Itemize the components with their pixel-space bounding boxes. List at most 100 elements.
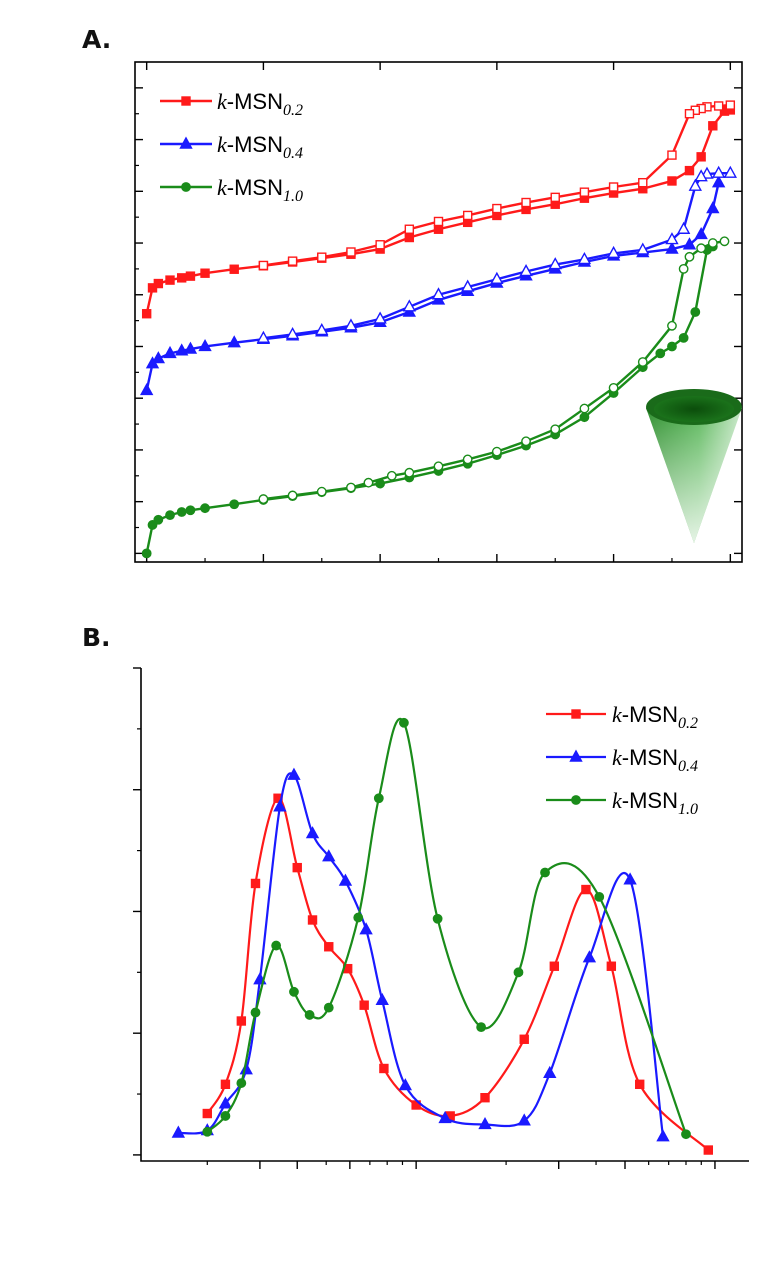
data-point <box>656 1129 670 1142</box>
data-point <box>236 1078 247 1088</box>
legend-entry-k-MSN0.4: k-MSN0.4 <box>546 745 698 775</box>
legend-entry-label-main: -MSN <box>227 89 283 114</box>
legend-entry-k-MSN0.2: k-MSN0.2 <box>546 702 698 732</box>
adsorption-point <box>165 275 175 285</box>
data-point <box>635 1079 645 1090</box>
desorption-point <box>431 287 446 300</box>
data-point <box>250 1007 261 1018</box>
legend-entry-label-sub: 0.4 <box>283 145 303 162</box>
desorption-point <box>386 470 397 481</box>
data-point <box>519 1034 529 1044</box>
adsorption-point <box>185 271 196 281</box>
series-k-MSN0.2 <box>141 100 736 319</box>
desorption-point <box>258 494 269 504</box>
desorption-point <box>287 490 298 501</box>
adsorption-point <box>711 175 726 188</box>
adsorption-point <box>165 510 175 521</box>
desorption-point <box>684 251 695 262</box>
data-point <box>398 1078 413 1091</box>
series-k-MSN1.0 <box>202 717 691 1140</box>
adsorption-point <box>708 121 718 131</box>
panel-b-chart: k-MSN0.2k-MSN0.4k-MSN1.0 <box>133 667 749 1169</box>
data-point <box>353 912 364 923</box>
distribution-curve <box>206 718 688 1135</box>
adsorption-point <box>175 343 189 356</box>
legend-marker <box>181 96 191 106</box>
adsorption-line <box>145 182 720 391</box>
adsorption-point <box>141 548 152 559</box>
desorption-point <box>256 330 271 343</box>
legend-marker <box>179 136 193 149</box>
desorption-point <box>550 424 561 435</box>
legend-entry-label-main: -MSN <box>227 132 283 157</box>
legend-entry-label-sub: 0.2 <box>678 715 698 732</box>
desorption-point <box>346 247 356 257</box>
desorption-point <box>713 101 724 111</box>
series-k-MSN0.2 <box>202 793 713 1155</box>
adsorption-point <box>690 307 701 317</box>
data-point <box>480 1093 490 1103</box>
legend-entry-label-prefix: k <box>612 702 623 727</box>
desorption-point <box>548 257 562 270</box>
desorption-point <box>519 264 533 277</box>
data-point <box>324 942 334 952</box>
data-point <box>582 950 597 963</box>
desorption-point <box>521 436 531 447</box>
desorption-point <box>375 240 385 250</box>
legend-entry-label: k-MSN1.0 <box>612 788 698 818</box>
series-k-MSN1.0 <box>141 236 730 559</box>
data-point <box>220 1079 231 1090</box>
data-point <box>323 1002 334 1013</box>
legend-entry-label: k-MSN0.4 <box>217 132 303 162</box>
adsorption-point <box>667 341 677 352</box>
desorption-point <box>346 482 356 493</box>
adsorption-point <box>678 332 689 343</box>
data-point <box>703 1145 713 1155</box>
desorption-point <box>684 109 695 119</box>
desorption-point <box>725 100 736 110</box>
desorption-point <box>636 242 650 255</box>
panel-b-label: B. <box>82 623 111 652</box>
legend-entry-label: k-MSN0.2 <box>612 702 698 732</box>
data-point <box>338 873 353 886</box>
legend-entry-label-main: -MSN <box>622 702 678 727</box>
adsorption-point <box>163 345 177 359</box>
adsorption-point <box>176 273 187 283</box>
desorption-point <box>550 192 560 203</box>
adsorption-point <box>375 478 386 489</box>
adsorption-point <box>665 241 679 254</box>
adsorption-point <box>696 152 706 162</box>
desorption-point <box>316 486 327 497</box>
data-point <box>289 986 299 997</box>
legend-entry-label: k-MSN1.0 <box>217 175 303 205</box>
data-point <box>271 940 282 951</box>
desorption-point <box>608 382 619 393</box>
legend-entry-label-sub: 1.0 <box>678 801 698 818</box>
adsorption-point <box>200 503 210 514</box>
data-point <box>287 767 301 780</box>
data-point <box>359 1000 369 1010</box>
desorption-point <box>606 245 621 259</box>
data-point <box>273 799 287 812</box>
data-point <box>399 717 409 728</box>
data-point <box>304 1010 315 1020</box>
axis-lines <box>140 668 749 1162</box>
legend-marker <box>571 795 581 805</box>
legend-entry-k-MSN1.0: k-MSN1.0 <box>546 788 698 818</box>
desorption-point <box>404 467 415 478</box>
adsorption-point <box>151 351 166 364</box>
desorption-point <box>285 326 300 340</box>
adsorption-point <box>694 226 708 240</box>
desorption-point <box>696 243 707 254</box>
data-point <box>307 915 318 925</box>
desorption-point <box>694 169 708 182</box>
desorption-point <box>462 210 473 221</box>
data-point <box>594 891 605 902</box>
legend-entry-label-prefix: k <box>217 175 228 200</box>
adsorption-point <box>200 268 210 278</box>
data-point <box>220 1111 231 1121</box>
desorption-point <box>491 446 502 457</box>
desorption-point <box>579 403 590 414</box>
adsorption-point <box>183 341 198 354</box>
data-point <box>375 992 389 1006</box>
